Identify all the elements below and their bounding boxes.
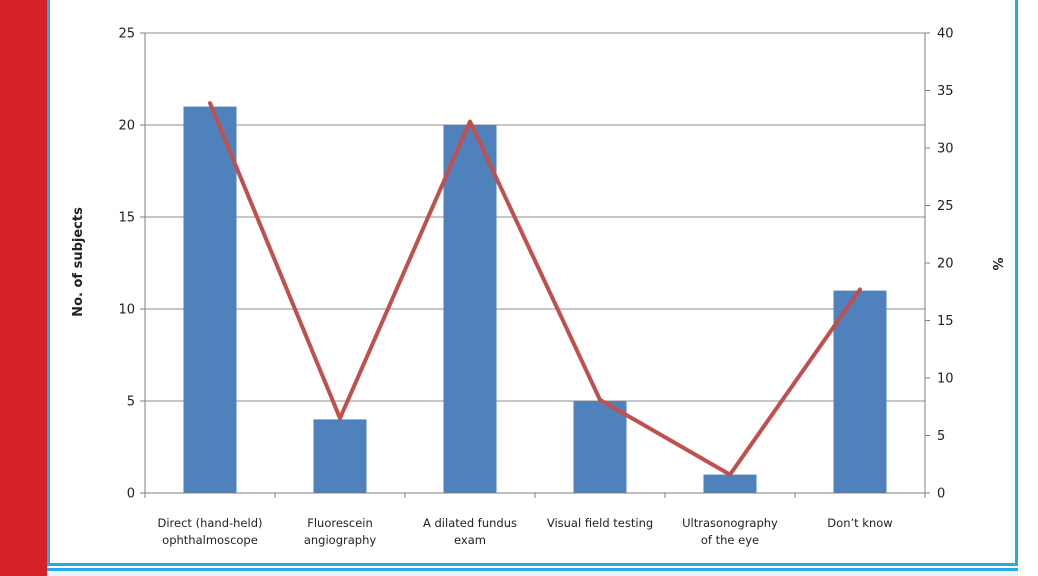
x-tick-label-line: Ultrasonography (682, 516, 778, 530)
y-tick-label: 5 (127, 395, 135, 410)
bar (703, 474, 757, 493)
y2-tick-label: 15 (937, 314, 954, 329)
y-tick-label: 25 (118, 27, 135, 42)
line-series (208, 101, 862, 477)
y2-tick-label: 40 (937, 27, 954, 42)
y2-tick-label: 5 (937, 429, 945, 444)
accent-side-bar (0, 0, 47, 576)
right-axis-ticks: 0 5 10 15 20 25 30 35 40 (925, 27, 954, 502)
x-tick-label: Ultrasonography of the eye (682, 516, 778, 547)
x-tick-label-line: Fluorescein (307, 516, 373, 530)
bar (183, 106, 237, 493)
y-tick-label: 10 (118, 303, 135, 318)
bar (833, 290, 887, 493)
x-tick-label: Fluorescein angiography (304, 516, 377, 547)
y-tick-label: 15 (118, 211, 135, 226)
y2-tick-label: 25 (937, 199, 954, 214)
y2-tick-label: 30 (937, 142, 954, 157)
x-tick-label: A dilated fundus exam (423, 516, 517, 547)
category-labels: Direct (hand-held) ophthalmoscope Fluoresc… (158, 516, 893, 547)
x-tick-label-line: angiography (304, 533, 377, 547)
left-axis-ticks: 0 5 10 15 20 25 (118, 27, 145, 502)
x-tick-label-line: A dilated fundus (423, 516, 517, 530)
bar (573, 401, 627, 493)
right-axis-title: % (989, 257, 1004, 270)
y-tick-label: 20 (118, 119, 135, 134)
y-tick-label: 0 (127, 487, 135, 502)
x-tick-label: Direct (hand-held) ophthalmoscope (158, 516, 263, 547)
caption-strip (47, 568, 1018, 576)
bar (443, 125, 497, 493)
left-axis-title: No. of subjects (71, 207, 86, 317)
gridlines (145, 32, 925, 402)
x-tick-label-line: of the eye (701, 533, 759, 547)
x-tick-label: Don’t know (827, 516, 892, 530)
x-tick-label-line: Direct (hand-held) (158, 516, 263, 530)
bar-series (183, 106, 887, 493)
axes (144, 33, 926, 498)
y2-tick-label: 10 (937, 372, 954, 387)
y2-tick-label: 20 (937, 257, 954, 272)
x-tick-label-line: exam (454, 533, 486, 547)
x-tick-label: Visual field testing (547, 516, 653, 530)
y2-tick-label: 35 (937, 84, 954, 99)
y2-tick-label: 0 (937, 487, 945, 502)
x-tick-label-line: Don’t know (827, 516, 892, 530)
series-line (208, 101, 862, 477)
bar (313, 419, 367, 493)
x-tick-label-line: ophthalmoscope (162, 533, 258, 547)
x-tick-label-line: Visual field testing (547, 516, 653, 530)
